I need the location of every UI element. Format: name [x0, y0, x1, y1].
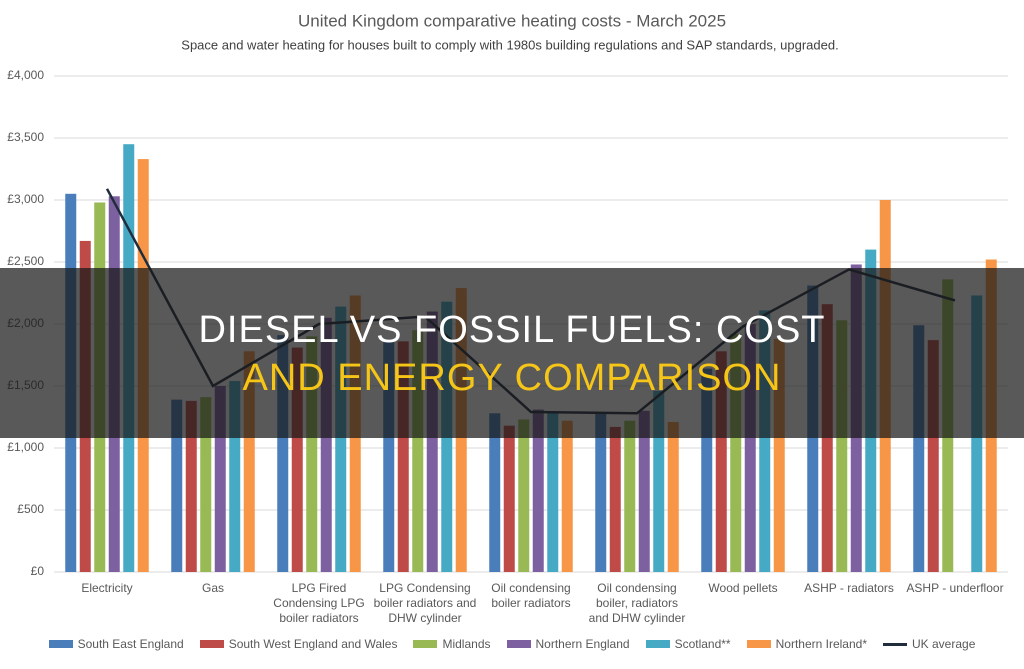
legend-label: South East England [77, 637, 184, 651]
legend-swatch [413, 640, 438, 648]
bar [561, 420, 573, 572]
chart-subtitle: Space and water heating for houses built… [181, 37, 838, 52]
legend-swatch [645, 640, 670, 648]
bar [277, 335, 289, 572]
x-tick-label: Electricity [81, 581, 133, 595]
legend-entry: Midlands [413, 637, 491, 651]
bar [730, 333, 742, 572]
bar [320, 317, 332, 572]
bar [229, 381, 241, 572]
bar [335, 306, 347, 572]
x-tick-label: LPG Fired Condensing LPG boiler radiator… [273, 581, 365, 625]
bar [773, 338, 785, 572]
bar [759, 310, 771, 572]
x-tick-label: Oil condensing boiler, radiators and DHW… [588, 581, 686, 625]
y-tick-label: £2,500 [7, 254, 44, 268]
legend-label: South West England and Wales [228, 637, 398, 651]
bar [821, 304, 833, 572]
legend-entry: Northern England [506, 637, 630, 651]
legend-label: UK average [912, 637, 976, 651]
bar [243, 351, 255, 572]
bar [701, 368, 713, 572]
bar [927, 340, 939, 572]
legend-swatch [506, 640, 531, 648]
legend-swatch [48, 640, 73, 648]
x-tick-label: ASHP - underfloor [906, 581, 1004, 595]
bar [532, 409, 544, 572]
x-tick-label: Wood pellets [708, 581, 778, 595]
bar [595, 413, 607, 572]
bar [518, 419, 530, 572]
legend-entry: UK average [883, 637, 975, 651]
legend-swatch [199, 640, 224, 648]
bar [609, 426, 621, 572]
bar [836, 320, 848, 572]
y-tick-label: £1,000 [7, 440, 44, 454]
banner-line2: AND ENERGY COMPARISON [242, 357, 782, 399]
banner: DIESEL VS FOSSIL FUELS: COST AND ENERGY … [0, 268, 1024, 438]
legend-entry: South West England and Wales [199, 637, 398, 651]
legend-swatch [746, 640, 771, 648]
bar [214, 386, 226, 572]
y-tick-label: £0 [31, 564, 45, 578]
legend-entry: Scotland** [645, 637, 731, 651]
x-tick-label: LPG Condensing boiler radiators and DHW … [373, 581, 477, 625]
legend-label: Scotland** [674, 637, 731, 651]
legend-entry: Northern Ireland* [746, 637, 867, 651]
bar [715, 351, 727, 572]
bar [185, 400, 197, 572]
legend: South East England South West England and… [0, 637, 1024, 651]
x-tick-label: Gas [201, 581, 224, 595]
bar [171, 399, 183, 572]
bar [291, 347, 303, 572]
legend-label: Northern Ireland* [775, 637, 867, 651]
y-tick-label: £4,000 [7, 68, 44, 82]
bar [383, 340, 395, 572]
bar [200, 397, 212, 572]
legend-label: Northern England [535, 637, 630, 651]
bar [624, 420, 636, 572]
bar [638, 410, 650, 572]
banner-line1: DIESEL VS FOSSIL FUELS: COST [198, 309, 826, 351]
bar [744, 324, 756, 572]
bar [667, 421, 679, 572]
bar [653, 390, 665, 572]
x-tick-label: ASHP - radiators [804, 581, 894, 595]
x-tick-label: Oil condensing boiler radiators [491, 581, 571, 610]
bar [397, 341, 409, 572]
y-tick-label: £3,000 [7, 192, 44, 206]
legend-entry: South East England [48, 637, 184, 651]
y-tick-label: £500 [17, 502, 44, 516]
bar [426, 311, 438, 572]
bar [913, 325, 925, 572]
bar [489, 413, 501, 572]
bar [503, 425, 515, 572]
y-tick-label: £3,500 [7, 130, 44, 144]
bar [547, 412, 559, 572]
bar [412, 330, 424, 572]
legend-swatch [883, 642, 907, 646]
chart-title: United Kingdom comparative heating costs… [298, 11, 726, 30]
bar [306, 336, 318, 572]
legend-label: Midlands [442, 637, 491, 651]
